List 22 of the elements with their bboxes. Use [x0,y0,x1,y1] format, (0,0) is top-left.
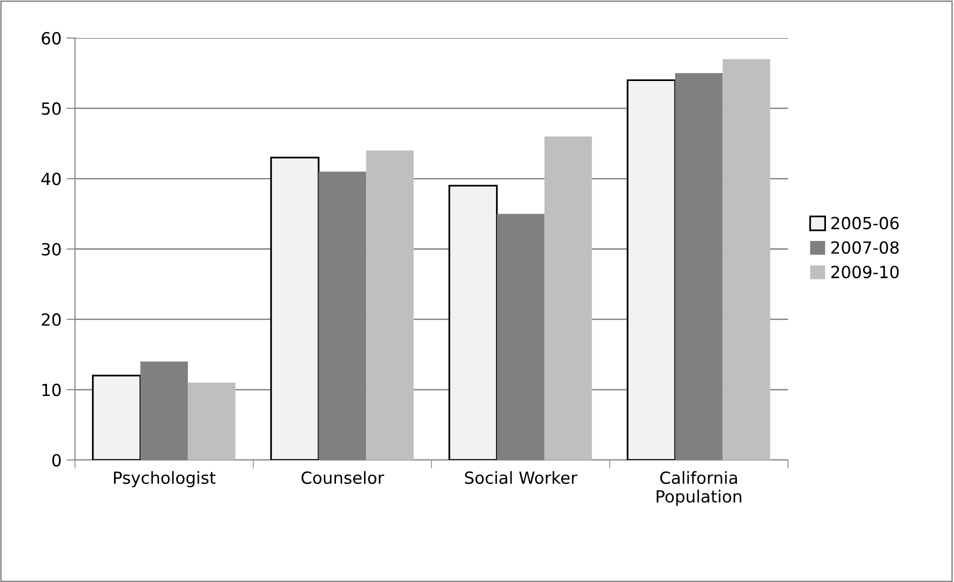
legend-label: 2005-06 [831,216,899,230]
bar [544,136,592,460]
y-tick-label: 0 [52,454,61,467]
x-tick-label: Social Worker [465,471,578,484]
bar [722,59,770,460]
x-tick-label: California Population [656,471,742,506]
bar [92,374,142,460]
x-tick-label: Psychologist [114,471,216,488]
y-tick-label: 30 [42,242,61,256]
legend-label: 2007-08 [831,241,899,254]
y-tick-label: 60 [42,32,61,45]
y-tick-label: 40 [41,172,61,186]
bar [366,150,414,460]
bar [626,79,676,460]
x-tick-label: Counselor [302,471,384,484]
bar [188,382,236,460]
bar [270,156,320,460]
y-tick-label: 50 [42,102,61,115]
bar [448,184,498,460]
y-tick-label: 20 [42,313,61,326]
legend-label: 2009-10 [831,266,899,278]
y-tick-label: 10 [42,384,61,396]
